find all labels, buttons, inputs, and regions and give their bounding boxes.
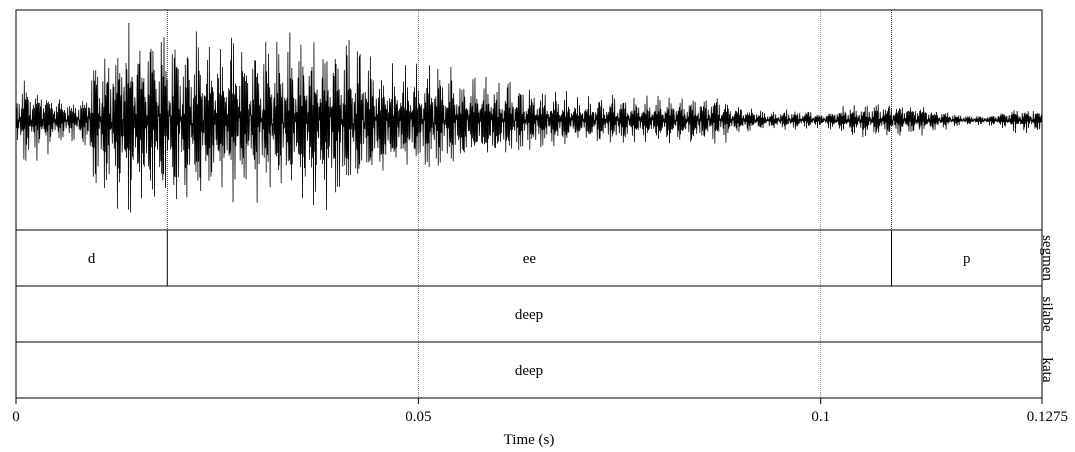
interval-label: deep — [515, 363, 543, 379]
tier-name-label: kata — [1039, 358, 1055, 383]
waveform-trace — [15, 22, 1043, 213]
waveform-panel — [15, 22, 1043, 213]
interval-label: deep — [515, 307, 543, 323]
x-tick-label: 0.1 — [811, 409, 830, 425]
x-tick-label: 0.1275 — [1027, 409, 1068, 425]
tier-name-label: silabe — [1039, 297, 1055, 332]
x-tick-label: 0.05 — [405, 409, 431, 425]
plot-frame — [15, 9, 1043, 399]
interval-label: d — [88, 251, 96, 267]
x-axis-title: Time (s) — [504, 432, 555, 448]
interval-label: p — [963, 251, 971, 267]
gridlines — [166, 10, 892, 398]
x-tick-label: 0 — [12, 409, 20, 425]
interval-label: ee — [523, 251, 537, 267]
time-axis: 0 0.05 0.1 0.1275 Time (s) — [12, 398, 1068, 448]
tier-name-label: segmen — [1039, 235, 1055, 281]
